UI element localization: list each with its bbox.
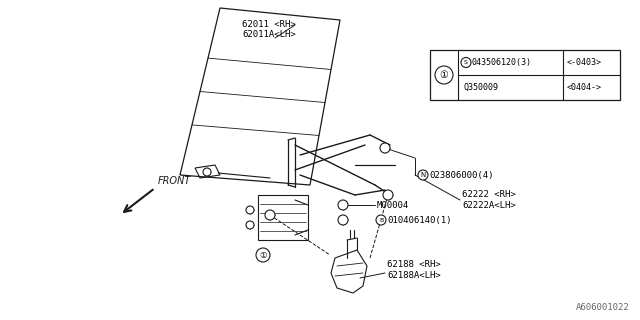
Text: N: N (420, 172, 426, 178)
Bar (258, 195, 308, 240)
Bar (430, 50, 620, 100)
Circle shape (246, 206, 254, 214)
Text: B: B (379, 218, 383, 222)
Text: A606001022: A606001022 (576, 303, 630, 312)
Text: <0404->: <0404-> (567, 83, 602, 92)
Text: S: S (464, 60, 468, 65)
Text: 043506120(3): 043506120(3) (472, 58, 532, 67)
Circle shape (418, 170, 428, 180)
Circle shape (383, 190, 393, 200)
Text: Q350009: Q350009 (464, 83, 499, 92)
Circle shape (380, 143, 390, 153)
Text: 62222 <RH>
62222A<LH>: 62222 <RH> 62222A<LH> (462, 190, 516, 210)
Text: <-0403>: <-0403> (567, 58, 602, 67)
Text: FRONT: FRONT (158, 176, 191, 186)
Circle shape (265, 210, 275, 220)
Circle shape (338, 200, 348, 210)
Text: 010406140(1): 010406140(1) (387, 215, 451, 225)
Text: 023806000(4): 023806000(4) (429, 171, 493, 180)
Text: 62188 <RH>
62188A<LH>: 62188 <RH> 62188A<LH> (387, 260, 441, 280)
Text: ①: ① (440, 70, 449, 80)
Circle shape (338, 215, 348, 225)
Circle shape (376, 215, 386, 225)
Circle shape (461, 58, 471, 68)
Circle shape (203, 168, 211, 176)
Text: ①: ① (259, 251, 267, 260)
Text: M00004: M00004 (377, 201, 409, 210)
Circle shape (246, 221, 254, 229)
Circle shape (256, 248, 270, 262)
Circle shape (435, 66, 453, 84)
Text: 62011 <RH>
62011A<LH>: 62011 <RH> 62011A<LH> (242, 20, 296, 39)
